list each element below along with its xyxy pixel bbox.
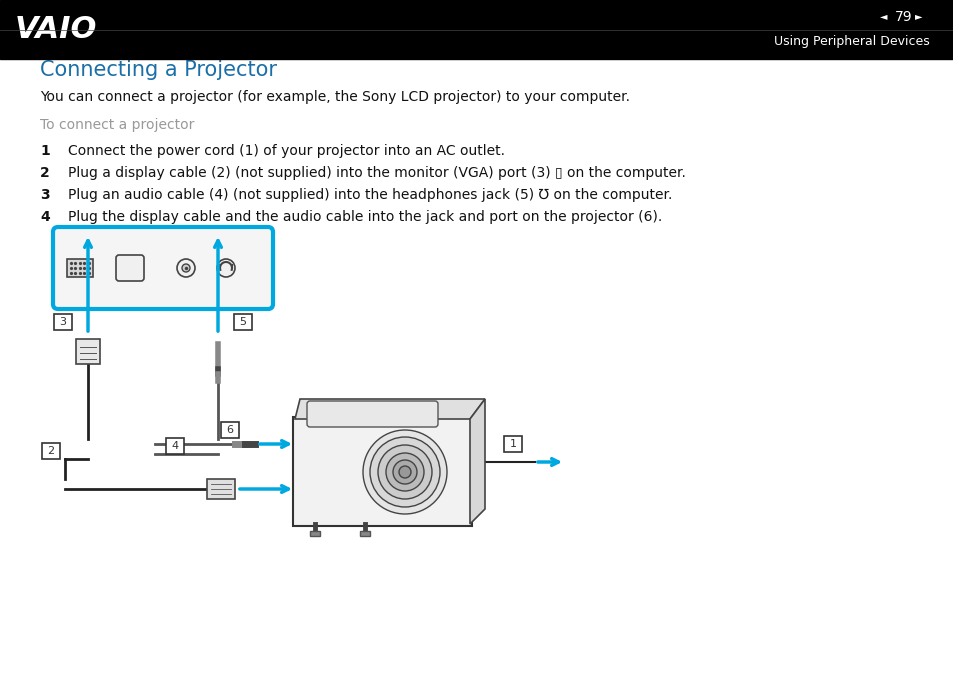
- Text: 2: 2: [48, 446, 54, 456]
- Text: 3: 3: [40, 188, 50, 202]
- Text: ►: ►: [914, 11, 922, 22]
- Text: Connecting a Projector: Connecting a Projector: [40, 60, 276, 80]
- FancyBboxPatch shape: [116, 255, 144, 281]
- Text: Plug the display cable and the audio cable into the jack and port on the project: Plug the display cable and the audio cab…: [68, 210, 661, 224]
- Circle shape: [370, 437, 439, 507]
- Text: VAIO: VAIO: [15, 15, 97, 44]
- Bar: [359, 531, 370, 536]
- Bar: [207, 479, 234, 499]
- Text: You can connect a projector (for example, the Sony LCD projector) to your comput: You can connect a projector (for example…: [40, 90, 629, 104]
- Text: 3: 3: [59, 317, 67, 327]
- Bar: [503, 436, 521, 452]
- Text: To connect a projector: To connect a projector: [40, 118, 194, 132]
- FancyBboxPatch shape: [53, 227, 273, 309]
- Bar: [166, 438, 184, 454]
- Bar: [42, 443, 60, 459]
- Text: 1: 1: [40, 144, 50, 158]
- Text: 6: 6: [226, 425, 233, 435]
- Text: 2: 2: [40, 166, 50, 180]
- FancyBboxPatch shape: [307, 401, 437, 427]
- Text: 5: 5: [239, 317, 246, 327]
- Text: Using Peripheral Devices: Using Peripheral Devices: [774, 35, 929, 48]
- Text: 79: 79: [894, 9, 912, 24]
- Bar: [67, 259, 92, 277]
- Text: 4: 4: [172, 441, 178, 451]
- Polygon shape: [294, 399, 484, 419]
- Bar: [0, 0, 953, 59]
- Circle shape: [363, 430, 447, 514]
- Bar: [310, 531, 319, 536]
- Bar: [76, 339, 100, 364]
- Circle shape: [216, 259, 234, 277]
- Bar: [221, 422, 239, 438]
- Circle shape: [182, 264, 190, 272]
- Text: 4: 4: [40, 210, 50, 224]
- Text: Connect the power cord (1) of your projector into an AC outlet.: Connect the power cord (1) of your proje…: [68, 144, 504, 158]
- Circle shape: [377, 445, 432, 499]
- Text: Plug an audio cable (4) (not supplied) into the headphones jack (5) ℧ on the com: Plug an audio cable (4) (not supplied) i…: [68, 188, 672, 202]
- Bar: [54, 314, 71, 330]
- Text: ◄: ◄: [879, 11, 886, 22]
- Bar: [233, 314, 252, 330]
- Text: 1: 1: [509, 439, 516, 449]
- Text: Plug a display cable (2) (not supplied) into the monitor (VGA) port (3) ▯ on the: Plug a display cable (2) (not supplied) …: [68, 166, 685, 180]
- Circle shape: [177, 259, 194, 277]
- Circle shape: [393, 460, 416, 484]
- FancyBboxPatch shape: [293, 417, 472, 526]
- Circle shape: [398, 466, 411, 478]
- Circle shape: [386, 453, 423, 491]
- Polygon shape: [470, 399, 484, 524]
